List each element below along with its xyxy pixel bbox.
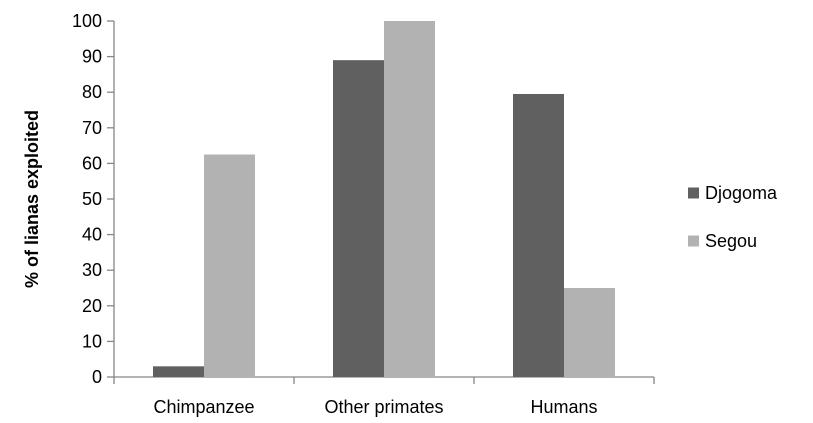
- x-category-label: Other primates: [324, 397, 443, 417]
- x-category-label: Humans: [530, 397, 597, 417]
- y-tick-label: 100: [72, 11, 102, 31]
- y-tick-label: 90: [82, 47, 102, 67]
- y-tick-label: 50: [82, 189, 102, 209]
- legend-swatch-djogoma: [688, 187, 699, 199]
- y-tick-label: 80: [82, 82, 102, 102]
- bar-segou-humans: [564, 288, 615, 377]
- bar-djogoma-humans: [513, 93, 564, 377]
- y-tick-label: 0: [92, 367, 102, 387]
- legend-label-segou: Segou: [705, 231, 757, 251]
- y-tick-label: 70: [82, 118, 102, 138]
- x-category-label: Chimpanzee: [153, 397, 254, 417]
- y-tick-label: 10: [82, 331, 102, 351]
- y-axis-title: % of lianas exploited: [22, 110, 42, 288]
- y-axis: 0 10 20 30 40 50 60 70 80 90 100: [72, 11, 115, 387]
- legend-label-djogoma: Djogoma: [705, 183, 778, 203]
- bar-djogoma-other-primates: [333, 60, 384, 377]
- y-tick-label: 20: [82, 296, 102, 316]
- legend: Djogoma Segou: [688, 183, 778, 251]
- y-tick-label: 40: [82, 225, 102, 245]
- y-tick-label: 60: [82, 153, 102, 173]
- bars: [153, 21, 615, 377]
- y-tick-label: 30: [82, 260, 102, 280]
- bar-segou-other-primates: [384, 21, 435, 377]
- bar-djogoma-chimpanzee: [153, 366, 204, 377]
- legend-swatch-segou: [688, 235, 699, 247]
- bar-segou-chimpanzee: [204, 154, 255, 377]
- x-axis: Chimpanzee Other primates Humans: [113, 376, 655, 417]
